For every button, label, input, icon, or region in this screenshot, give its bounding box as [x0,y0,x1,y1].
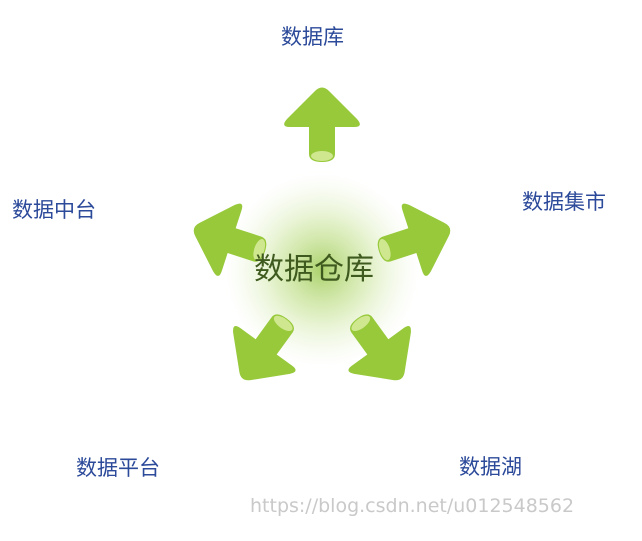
node-label-bottom-left: 数据平台 [76,456,160,480]
node-label-left: 数据中台 [12,198,96,222]
node-label-right: 数据集市 [522,190,606,214]
center-label: 数据仓库 [254,252,374,287]
node-label-bottom-right: 数据湖 [459,455,522,479]
arrow-up-icon [284,87,360,162]
node-label-top: 数据库 [281,25,344,49]
watermark: https://blog.csdn.net/u012548562 [250,495,575,517]
